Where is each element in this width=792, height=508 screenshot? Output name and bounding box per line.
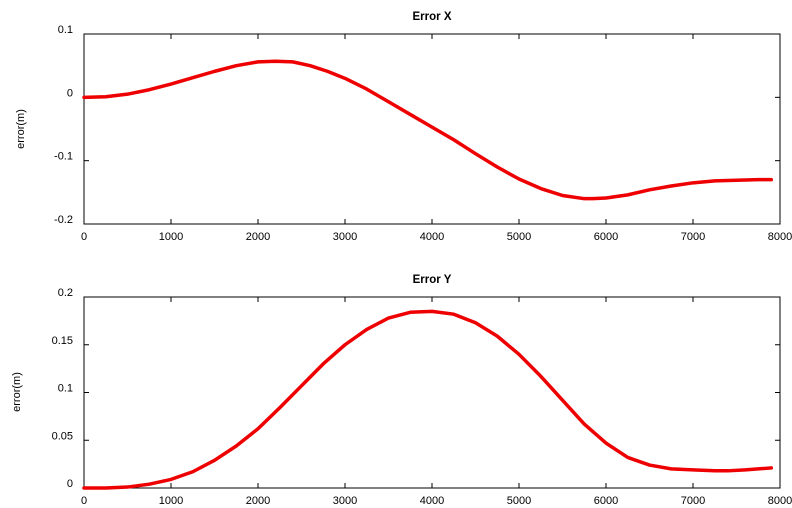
x-tick-label: 1000: [159, 231, 183, 243]
x-tick-label: 2000: [246, 495, 270, 507]
x-tick-label: 5000: [507, 231, 531, 243]
y-axis-label: error(m): [11, 372, 23, 412]
chart-error-x: Error X error(m) 0 1000 2000 3000 4000 5000 60…: [15, 11, 792, 243]
series-line: [82, 59, 774, 201]
x-tick-label: 7000: [681, 495, 705, 507]
x-tick-label: 3000: [333, 495, 357, 507]
y-tick-label: -0.1: [54, 151, 73, 163]
axis-ticks: 0 1000 2000 3000 4000 5000 6000 7000 8000 0 0.05 0.…: [52, 287, 792, 507]
series-line: [82, 309, 774, 490]
series-lines: [82, 59, 774, 201]
y-tick-label: -0.2: [54, 214, 73, 226]
chart-title: Error X: [413, 11, 452, 23]
x-tick-label: 8000: [768, 231, 792, 243]
x-tick-label: 0: [81, 231, 87, 243]
series-lines: [82, 309, 774, 490]
y-tick-label: 0.15: [52, 335, 73, 347]
chart-title: Error Y: [413, 274, 452, 286]
y-axis-label: error(m): [15, 109, 27, 149]
y-tick-label: 0.2: [58, 287, 73, 299]
x-tick-label: 8000: [768, 495, 792, 507]
y-tick-label: 0: [67, 478, 73, 490]
x-tick-label: 4000: [420, 231, 444, 243]
x-tick-label: 6000: [594, 231, 618, 243]
chart-error-y: Error Y error(m) 0 1000 2000 3000 4000 5000 60…: [11, 274, 792, 507]
y-tick-label: 0: [67, 87, 73, 99]
axis-ticks: 0 1000 2000 3000 4000 5000 6000 7000 8000 -0.2 -0.…: [54, 24, 792, 243]
y-tick-label: 0.1: [58, 24, 73, 36]
x-tick-label: 2000: [246, 231, 270, 243]
y-tick-label: 0.1: [58, 383, 73, 395]
y-tick-label: 0.05: [52, 430, 73, 442]
x-tick-label: 6000: [594, 495, 618, 507]
x-tick-label: 0: [81, 495, 87, 507]
x-tick-label: 7000: [681, 231, 705, 243]
x-tick-label: 3000: [333, 231, 357, 243]
x-tick-label: 5000: [507, 495, 531, 507]
x-tick-label: 4000: [420, 495, 444, 507]
x-tick-label: 1000: [159, 495, 183, 507]
